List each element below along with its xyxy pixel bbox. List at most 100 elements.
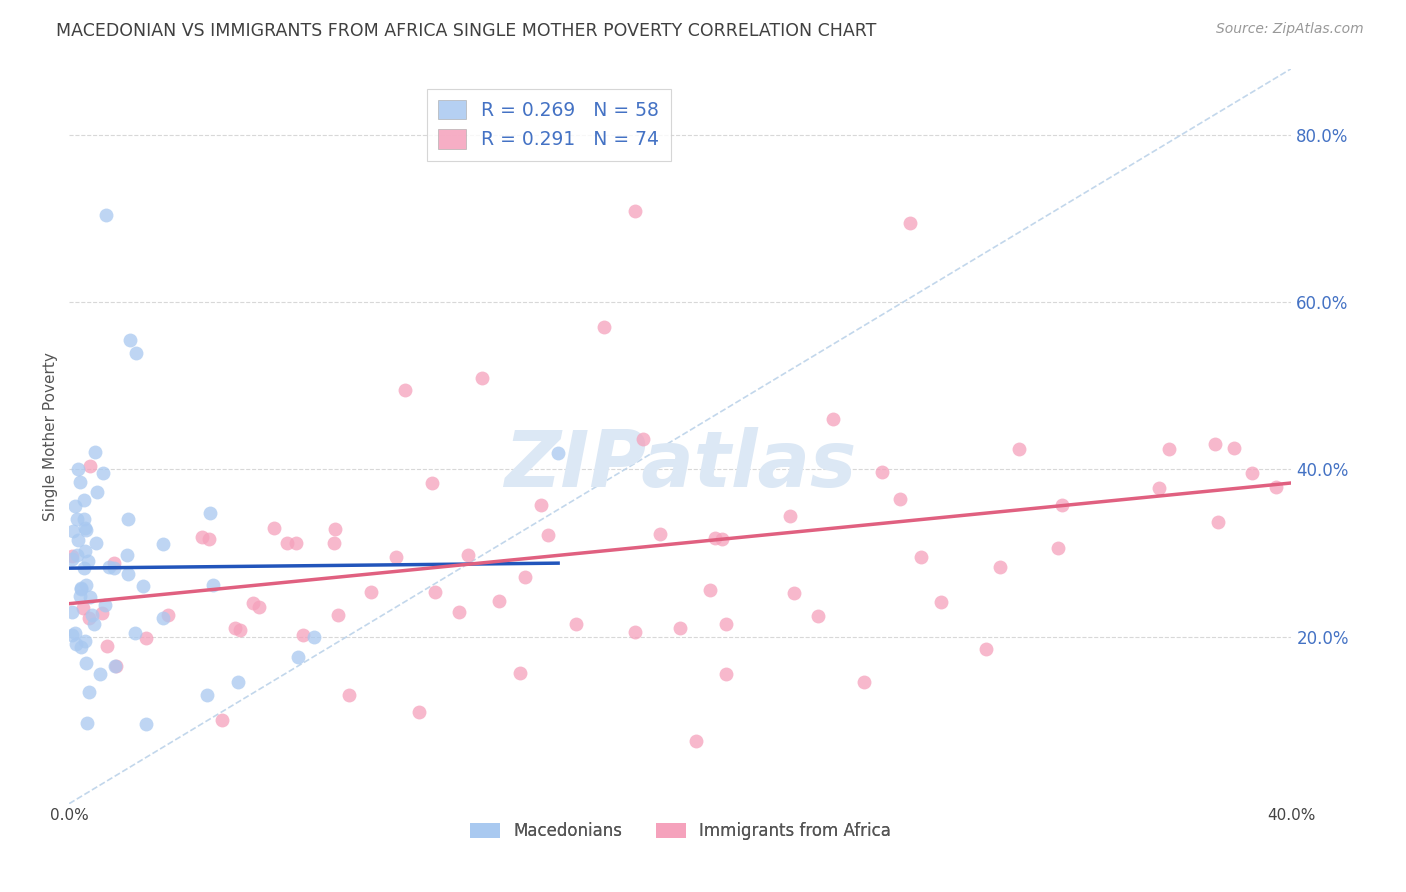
Point	[302, 630, 325, 644]
Point	[103, 556, 125, 570]
Point	[783, 586, 806, 600]
Point	[72, 600, 94, 615]
Point	[408, 706, 430, 720]
Point	[202, 578, 225, 592]
Point	[1050, 498, 1073, 512]
Y-axis label: Single Mother Poverty: Single Mother Poverty	[44, 351, 58, 521]
Point	[224, 620, 246, 634]
Point	[337, 688, 360, 702]
Point	[198, 506, 221, 520]
Point	[90, 606, 112, 620]
Point	[974, 642, 997, 657]
Point	[276, 536, 298, 550]
Point	[62, 524, 84, 538]
Point	[60, 628, 83, 642]
Point	[291, 628, 314, 642]
Point	[457, 548, 479, 562]
Point	[84, 444, 107, 458]
Point	[70, 582, 93, 596]
Point	[714, 667, 737, 681]
Point	[75, 578, 97, 592]
Point	[423, 584, 446, 599]
Point	[75, 521, 97, 535]
Point	[73, 543, 96, 558]
Point	[898, 216, 921, 230]
Point	[103, 561, 125, 575]
Point	[685, 734, 707, 748]
Point	[73, 493, 96, 508]
Point	[1206, 516, 1229, 530]
Point	[69, 475, 91, 490]
Point	[1265, 479, 1288, 493]
Point	[69, 581, 91, 595]
Point	[631, 432, 654, 446]
Point	[326, 607, 349, 622]
Point	[929, 595, 952, 609]
Point	[73, 561, 96, 575]
Point	[76, 715, 98, 730]
Point	[73, 633, 96, 648]
Point	[60, 605, 83, 619]
Point	[73, 512, 96, 526]
Point	[94, 599, 117, 613]
Point	[910, 549, 932, 564]
Point	[394, 383, 416, 397]
Point	[287, 650, 309, 665]
Point	[779, 509, 801, 524]
Point	[86, 484, 108, 499]
Point	[83, 617, 105, 632]
Point	[1149, 481, 1171, 495]
Point	[471, 370, 494, 384]
Point	[323, 522, 346, 536]
Point	[77, 554, 100, 568]
Point	[195, 688, 218, 702]
Point	[530, 498, 553, 512]
Point	[75, 656, 97, 670]
Point	[66, 512, 89, 526]
Text: Source: ZipAtlas.com: Source: ZipAtlas.com	[1216, 22, 1364, 37]
Point	[285, 536, 308, 550]
Point	[63, 499, 86, 513]
Point	[1204, 437, 1226, 451]
Point	[135, 717, 157, 731]
Point	[714, 617, 737, 632]
Point	[699, 582, 721, 597]
Point	[124, 626, 146, 640]
Point	[191, 530, 214, 544]
Point	[509, 665, 531, 680]
Point	[870, 465, 893, 479]
Point	[66, 462, 89, 476]
Point	[96, 640, 118, 654]
Point	[711, 532, 734, 546]
Point	[547, 446, 569, 460]
Point	[152, 536, 174, 550]
Point	[360, 585, 382, 599]
Point	[77, 684, 100, 698]
Point	[84, 536, 107, 550]
Point	[242, 595, 264, 609]
Point	[67, 533, 90, 547]
Point	[77, 611, 100, 625]
Point	[449, 605, 471, 619]
Point	[669, 621, 692, 635]
Point	[537, 527, 560, 541]
Point	[1008, 442, 1031, 457]
Point	[135, 631, 157, 645]
Point	[593, 320, 616, 334]
Point	[990, 560, 1012, 574]
Point	[152, 611, 174, 625]
Point	[197, 532, 219, 546]
Text: ZIPatlas: ZIPatlas	[505, 427, 856, 503]
Point	[229, 623, 252, 637]
Point	[704, 531, 727, 545]
Point	[889, 492, 911, 507]
Point	[60, 552, 83, 566]
Point	[75, 523, 97, 537]
Point	[117, 548, 139, 562]
Point	[1046, 541, 1069, 556]
Point	[565, 617, 588, 632]
Point	[157, 608, 180, 623]
Point	[79, 458, 101, 473]
Point	[79, 590, 101, 604]
Point	[420, 475, 443, 490]
